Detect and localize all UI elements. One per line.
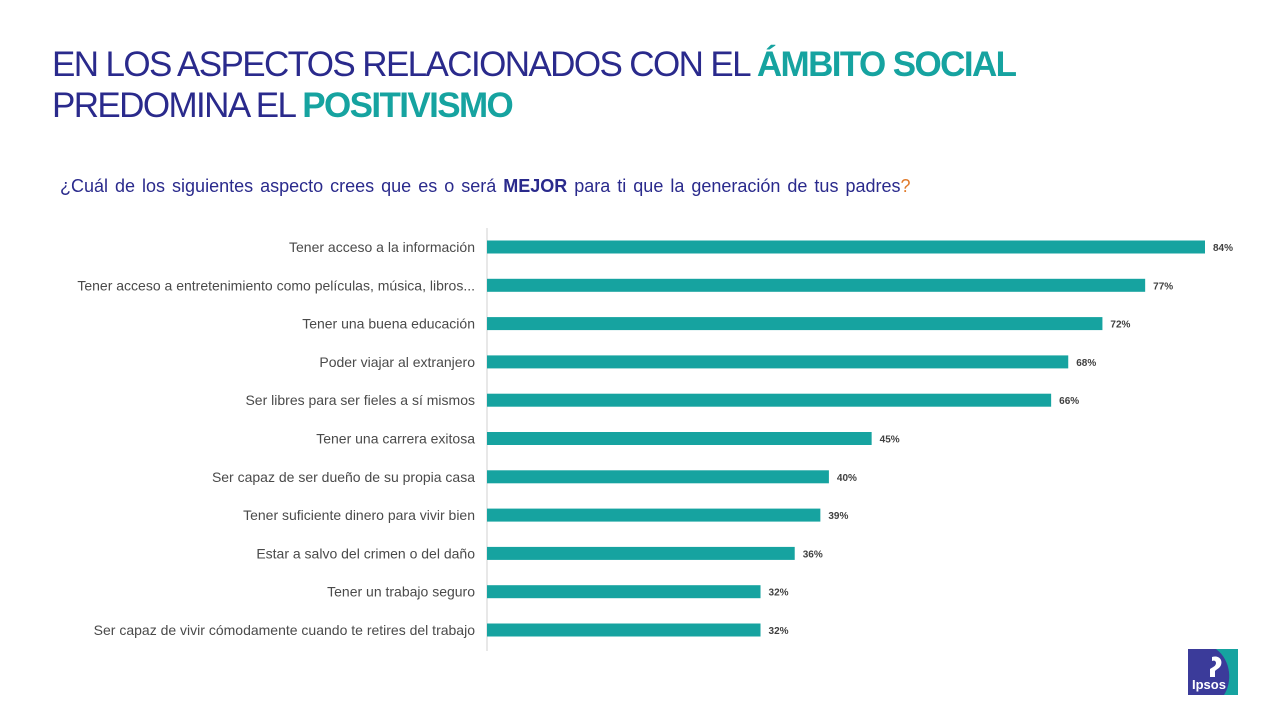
- bar: [487, 470, 829, 484]
- title-line2-highlight: POSITIVISMO: [302, 86, 514, 125]
- bar: [487, 623, 761, 637]
- value-label: 36%: [803, 549, 823, 560]
- bar: [487, 393, 1052, 407]
- category-label: Tener una buena educación: [302, 316, 475, 332]
- bar: [487, 355, 1069, 369]
- category-label: Ser capaz de vivir cómodamente cuando te…: [94, 622, 476, 638]
- value-label: 45%: [880, 435, 900, 446]
- value-label: 40%: [837, 473, 857, 484]
- question-suffix: para ti que la generación de tus padres: [567, 176, 901, 196]
- question-emphasis: MEJOR: [503, 176, 568, 196]
- question-prefix: ¿Cuál de los siguientes aspecto crees qu…: [60, 176, 504, 196]
- value-label: 72%: [1110, 320, 1130, 331]
- bar: [487, 546, 795, 560]
- bar: [487, 317, 1103, 331]
- category-label: Tener acceso a la información: [289, 239, 475, 255]
- bar: [487, 432, 872, 445]
- ipsos-logo: Ipsos: [1188, 649, 1238, 695]
- value-label: 32%: [769, 588, 789, 599]
- logo-text: Ipsos: [1192, 677, 1226, 692]
- bar: [487, 585, 761, 599]
- title-line1-prefix: EN LOS ASPECTOS RELACIONADOS CON EL: [52, 45, 757, 84]
- category-label: Poder viajar al extranjero: [319, 354, 475, 370]
- category-label: Tener suficiente dinero para vivir bien: [243, 507, 475, 523]
- category-label: Tener acceso a entretenimiento como pelí…: [77, 277, 475, 293]
- bar: [487, 508, 821, 522]
- page-title: EN LOS ASPECTOS RELACIONADOS CON EL ÁMBI…: [52, 44, 1017, 126]
- value-label: 32%: [769, 626, 789, 637]
- logo-mark: [1210, 656, 1222, 677]
- bar: [487, 278, 1146, 292]
- survey-question: ¿Cuál de los siguientes aspecto crees qu…: [60, 176, 911, 197]
- value-label: 77%: [1153, 281, 1173, 292]
- category-label: Estar a salvo del crimen o del daño: [256, 545, 475, 561]
- value-label: 66%: [1059, 396, 1079, 407]
- logo-accent: [1216, 649, 1238, 695]
- bar: [487, 240, 1205, 254]
- category-label: Ser libres para ser fieles a sí mismos: [245, 392, 475, 408]
- category-label: Tener un trabajo seguro: [327, 584, 475, 600]
- value-label: 84%: [1213, 243, 1233, 254]
- category-label: Tener una carrera exitosa: [316, 431, 475, 447]
- bar-chart: Tener acceso a la información 84% Tener ac…: [77, 228, 1233, 651]
- title-line2-prefix: PREDOMINA EL: [52, 86, 303, 125]
- question-mark: ?: [900, 176, 911, 196]
- category-label: Ser capaz de ser dueño de su propia casa: [212, 469, 475, 485]
- title-line1-highlight: ÁMBITO SOCIAL: [756, 45, 1017, 84]
- value-label: 39%: [828, 511, 848, 522]
- value-label: 68%: [1076, 358, 1096, 369]
